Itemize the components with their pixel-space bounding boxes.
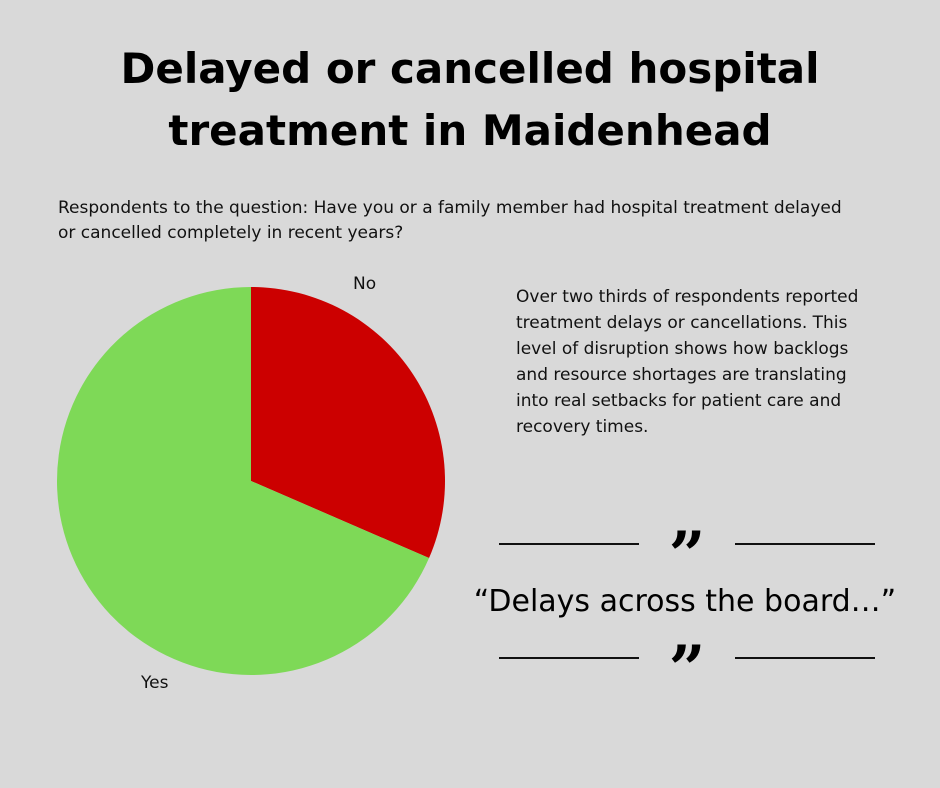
quote-divider-bottom-left [499,657,639,659]
pie-slice-yes [56,287,430,675]
slice-label-yes: Yes [141,673,169,693]
slice-label-no: No [353,274,377,294]
closing-quote-mark-icon-top: ” [668,518,706,593]
chart-title: Delayed or cancelled hospital treatment … [0,38,940,162]
pie-chart: No Yes [0,260,470,710]
pull-quote: “Delays across the board…” [473,584,897,619]
quote-divider-top-left [499,543,639,545]
survey-question: Respondents to the question: Have you or… [58,198,842,243]
pie-chart-svg [56,287,445,675]
quote-divider-bottom-right [735,657,875,659]
quote-divider-top-right [735,543,875,545]
chart-title-line-1: Delayed or cancelled hospital [120,44,820,93]
pie-slice-no [251,287,445,559]
commentary-text: Over two thirds of respondents reported … [516,287,859,437]
chart-title-line-2: treatment in Maidenhead [168,106,772,155]
closing-quote-mark-icon-bottom: ” [668,632,706,707]
